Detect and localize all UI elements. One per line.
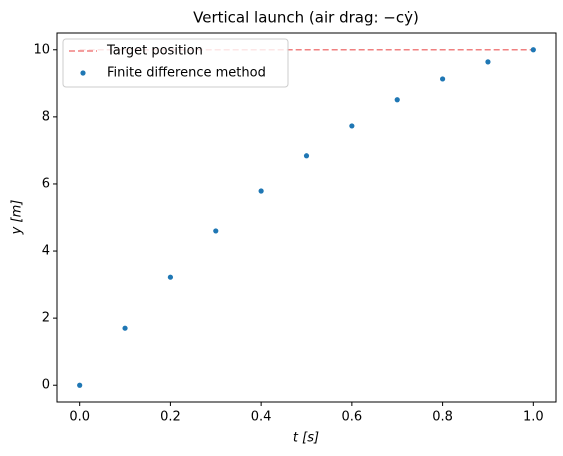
- x-tick-label: 1.0: [523, 410, 544, 425]
- point: [122, 325, 128, 331]
- point: [394, 97, 400, 103]
- x-tick-label: 0.0: [69, 410, 90, 425]
- chart-title: Vertical launch (air drag: −cẏ): [193, 9, 419, 27]
- point: [258, 188, 264, 194]
- legend-label: Target position: [106, 44, 203, 59]
- y-tick-label: 2: [42, 311, 50, 326]
- y-tick-label: 10: [33, 42, 50, 57]
- x-tick-label: 0.8: [432, 410, 453, 425]
- x-tick-label: 0.6: [342, 410, 363, 425]
- point: [349, 123, 355, 129]
- legend-label: Finite difference method: [107, 66, 266, 81]
- y-tick-label: 8: [42, 109, 50, 124]
- legend-box: [62, 38, 289, 88]
- point: [485, 59, 491, 65]
- y-tick-label: 0: [42, 378, 50, 393]
- legend-swatch: [80, 70, 86, 76]
- y-tick-label: 6: [42, 176, 50, 191]
- point: [167, 274, 174, 280]
- point: [439, 76, 446, 82]
- point: [530, 47, 536, 53]
- point: [77, 382, 83, 388]
- point: [303, 153, 310, 159]
- y-tick-label: 4: [42, 244, 50, 259]
- plot-frame: [56, 32, 557, 403]
- x-tick-label: 0.4: [251, 410, 272, 425]
- y-axis-label: y [m]: [10, 200, 25, 236]
- x-axis-label: t [s]: [293, 431, 319, 446]
- x-tick-label: 0.2: [160, 410, 181, 425]
- point: [213, 228, 219, 234]
